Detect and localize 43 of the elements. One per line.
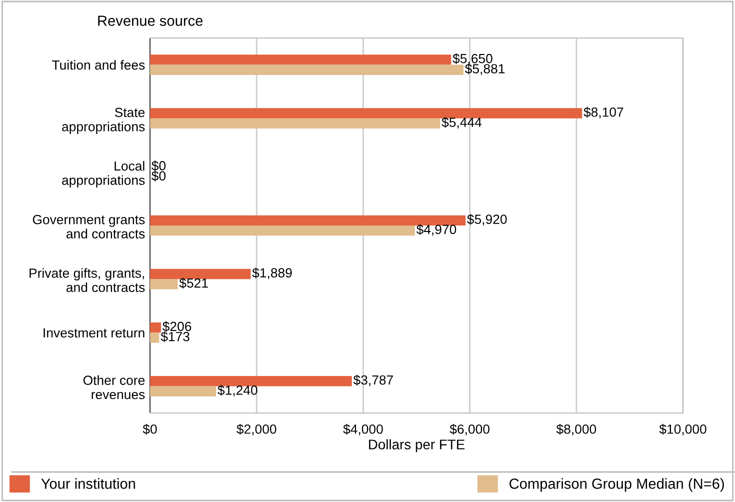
bar (150, 268, 251, 280)
bar (150, 386, 216, 396)
data-label: $206 (162, 321, 192, 332)
legend-label: Comparison Group Median (N=6) (510, 478, 724, 492)
bar (150, 54, 452, 65)
bar (150, 108, 582, 118)
data-label: $4,970 (416, 224, 456, 236)
data-label: $1,240 (218, 384, 258, 396)
x-tick-label: $10,000 (659, 424, 706, 436)
x-tick-label: $2,000 (236, 424, 276, 436)
data-label: $521 (179, 278, 208, 288)
bar (150, 215, 466, 226)
bar (150, 332, 160, 343)
y-tick-label: Government grants and contracts (32, 214, 145, 238)
legend-label: Your institution (41, 478, 136, 489)
data-label: $3,787 (353, 374, 393, 386)
bar (150, 226, 415, 236)
data-label: $5,920 (467, 214, 507, 226)
bar (150, 376, 352, 386)
bar (150, 118, 440, 129)
y-tick-label: Other core revenues (83, 375, 145, 400)
data-label: $0 (152, 170, 166, 182)
data-label: $1,889 (252, 268, 292, 280)
data-label: $5,881 (464, 64, 505, 75)
y-tick-label: Private gifts, grants, and contracts (30, 268, 145, 292)
y-axis-title: Revenue source (98, 16, 203, 26)
bar (150, 64, 464, 75)
x-axis-title: Dollars per FTE (369, 439, 465, 452)
x-tick-label: $8,000 (556, 424, 596, 436)
y-tick-label: Local appropriations (62, 161, 145, 188)
y-tick-label: Investment return (44, 328, 144, 338)
x-tick-label: $4,000 (343, 424, 383, 436)
data-label: $0 (152, 160, 166, 172)
x-tick-label: $6,000 (450, 424, 490, 436)
data-label: $8,107 (584, 106, 624, 118)
y-tick-label: State appropriations (62, 108, 145, 134)
y-tick-label: Tuition and fees (52, 60, 145, 70)
bar (150, 322, 161, 333)
data-label: $5,444 (442, 117, 482, 129)
data-label: $5,650 (452, 53, 492, 65)
data-label: $173 (160, 331, 190, 342)
x-tick-label: $0 (142, 424, 157, 435)
bar (150, 279, 178, 290)
